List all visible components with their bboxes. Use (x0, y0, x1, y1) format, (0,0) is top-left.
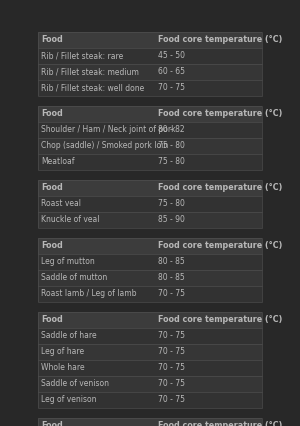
Text: Rib / Fillet steak: rare: Rib / Fillet steak: rare (41, 52, 123, 60)
Bar (38, 48, 262, 64)
Text: Leg of mutton: Leg of mutton (41, 257, 95, 267)
Bar (38, 376, 262, 392)
Bar (38, 312, 262, 328)
Text: Chop (saddle) / Smoked pork loin: Chop (saddle) / Smoked pork loin (41, 141, 168, 150)
Bar (38, 254, 262, 270)
Bar (38, 196, 262, 212)
Bar (38, 80, 262, 96)
Bar (38, 154, 262, 170)
Text: Food core temperature (°C): Food core temperature (°C) (158, 35, 282, 44)
Text: Saddle of mutton: Saddle of mutton (41, 273, 107, 282)
Bar (38, 138, 262, 154)
Text: Food: Food (41, 421, 63, 426)
Text: 80 - 82: 80 - 82 (158, 126, 184, 135)
Text: Food: Food (41, 109, 63, 118)
Text: Food: Food (41, 184, 63, 193)
Text: Leg of venison: Leg of venison (41, 395, 97, 405)
Text: 70 - 75: 70 - 75 (158, 331, 185, 340)
Text: 70 - 75: 70 - 75 (158, 380, 185, 389)
Text: Roast veal: Roast veal (41, 199, 81, 208)
Text: 70 - 75: 70 - 75 (158, 348, 185, 357)
Text: Saddle of hare: Saddle of hare (41, 331, 97, 340)
Bar (38, 212, 262, 228)
Text: 75 - 80: 75 - 80 (158, 199, 185, 208)
Text: Whole hare: Whole hare (41, 363, 85, 372)
Bar (38, 392, 262, 408)
Bar (38, 32, 262, 48)
Text: Food core temperature (°C): Food core temperature (°C) (158, 184, 282, 193)
Text: Roast lamb / Leg of lamb: Roast lamb / Leg of lamb (41, 290, 136, 299)
Text: 80 - 85: 80 - 85 (158, 257, 185, 267)
Bar (38, 328, 262, 344)
Text: 85 - 90: 85 - 90 (158, 216, 185, 225)
Text: Food: Food (41, 316, 63, 325)
Text: Meatloaf: Meatloaf (41, 158, 74, 167)
Bar (38, 106, 262, 122)
Text: 70 - 75: 70 - 75 (158, 83, 185, 92)
Text: 45 - 50: 45 - 50 (158, 52, 185, 60)
Text: 75 - 80: 75 - 80 (158, 141, 185, 150)
Text: Rib / Fillet steak: well done: Rib / Fillet steak: well done (41, 83, 144, 92)
Text: 75 - 80: 75 - 80 (158, 158, 185, 167)
Text: Food core temperature (°C): Food core temperature (°C) (158, 109, 282, 118)
Text: Rib / Fillet steak: medium: Rib / Fillet steak: medium (41, 67, 139, 77)
Text: 70 - 75: 70 - 75 (158, 395, 185, 405)
Text: Food core temperature (°C): Food core temperature (°C) (158, 316, 282, 325)
Bar (38, 344, 262, 360)
Text: 70 - 75: 70 - 75 (158, 363, 185, 372)
Bar (38, 418, 262, 426)
Bar (38, 360, 262, 376)
Text: Food: Food (41, 35, 63, 44)
Text: Food: Food (41, 242, 63, 250)
Bar (38, 122, 262, 138)
Text: Shoulder / Ham / Neck joint of pork: Shoulder / Ham / Neck joint of pork (41, 126, 175, 135)
Text: 60 - 65: 60 - 65 (158, 67, 185, 77)
Text: Knuckle of veal: Knuckle of veal (41, 216, 100, 225)
Bar (38, 270, 262, 286)
Bar (38, 286, 262, 302)
Bar (38, 180, 262, 196)
Text: 80 - 85: 80 - 85 (158, 273, 185, 282)
Bar (38, 64, 262, 80)
Bar (38, 238, 262, 254)
Text: Food core temperature (°C): Food core temperature (°C) (158, 242, 282, 250)
Text: Leg of hare: Leg of hare (41, 348, 84, 357)
Text: 70 - 75: 70 - 75 (158, 290, 185, 299)
Text: Saddle of venison: Saddle of venison (41, 380, 109, 389)
Text: Food core temperature (°C): Food core temperature (°C) (158, 421, 282, 426)
